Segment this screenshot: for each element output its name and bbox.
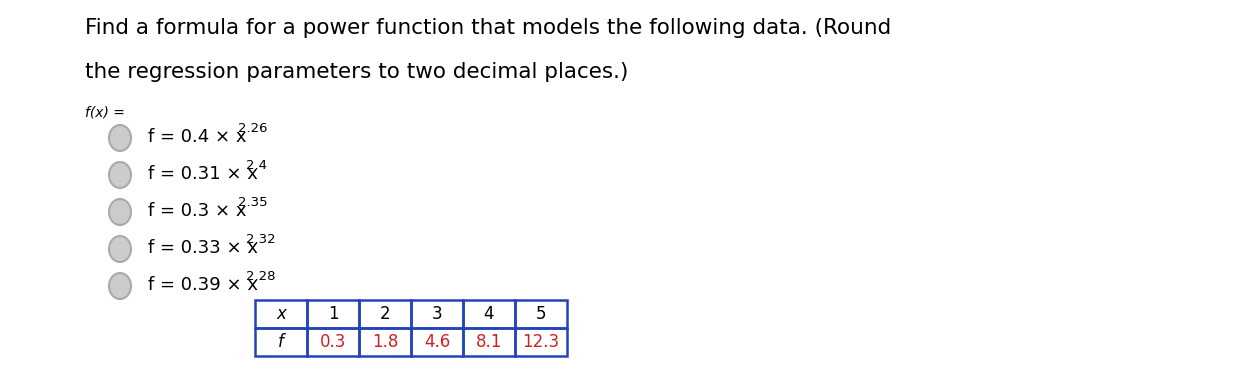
Bar (463, 328, 515, 356)
Text: 1.8: 1.8 (371, 333, 399, 351)
Text: f = 0.4 × x: f = 0.4 × x (148, 128, 246, 146)
Ellipse shape (109, 273, 130, 299)
Ellipse shape (109, 199, 130, 225)
Text: f = 0.39 × x: f = 0.39 × x (148, 276, 258, 294)
Text: 2.35: 2.35 (238, 196, 268, 209)
Bar (255, 328, 307, 356)
Bar (411, 300, 463, 328)
Text: 2.32: 2.32 (246, 232, 276, 246)
Text: 3: 3 (432, 305, 442, 323)
Bar (307, 300, 359, 328)
Bar (255, 300, 307, 328)
Text: 2: 2 (380, 305, 390, 323)
Text: x: x (276, 305, 286, 323)
Ellipse shape (109, 236, 130, 262)
Text: the regression parameters to two decimal places.): the regression parameters to two decimal… (84, 62, 628, 82)
Text: 2.4: 2.4 (246, 159, 267, 171)
Bar (411, 328, 463, 356)
Text: 2.26: 2.26 (238, 121, 268, 135)
Bar (359, 300, 411, 328)
Text: f = 0.31 × x: f = 0.31 × x (148, 165, 258, 183)
Ellipse shape (109, 162, 130, 188)
Text: Find a formula for a power function that models the following data. (Round: Find a formula for a power function that… (84, 18, 892, 38)
Ellipse shape (109, 125, 130, 151)
Text: 4: 4 (483, 305, 494, 323)
Text: 2.28: 2.28 (246, 270, 276, 282)
Bar (463, 300, 515, 328)
Text: 4.6: 4.6 (424, 333, 450, 351)
Text: f = 0.33 × x: f = 0.33 × x (148, 239, 258, 257)
Text: 1: 1 (328, 305, 338, 323)
Text: 8.1: 8.1 (476, 333, 502, 351)
Bar (515, 300, 568, 328)
Text: 5: 5 (535, 305, 546, 323)
Text: 0.3: 0.3 (319, 333, 347, 351)
Bar (307, 328, 359, 356)
Bar (515, 328, 568, 356)
Text: 12.3: 12.3 (523, 333, 560, 351)
Text: f(x) =: f(x) = (84, 105, 125, 119)
Bar (359, 328, 411, 356)
Text: f: f (278, 333, 284, 351)
Text: f = 0.3 × x: f = 0.3 × x (148, 202, 246, 220)
